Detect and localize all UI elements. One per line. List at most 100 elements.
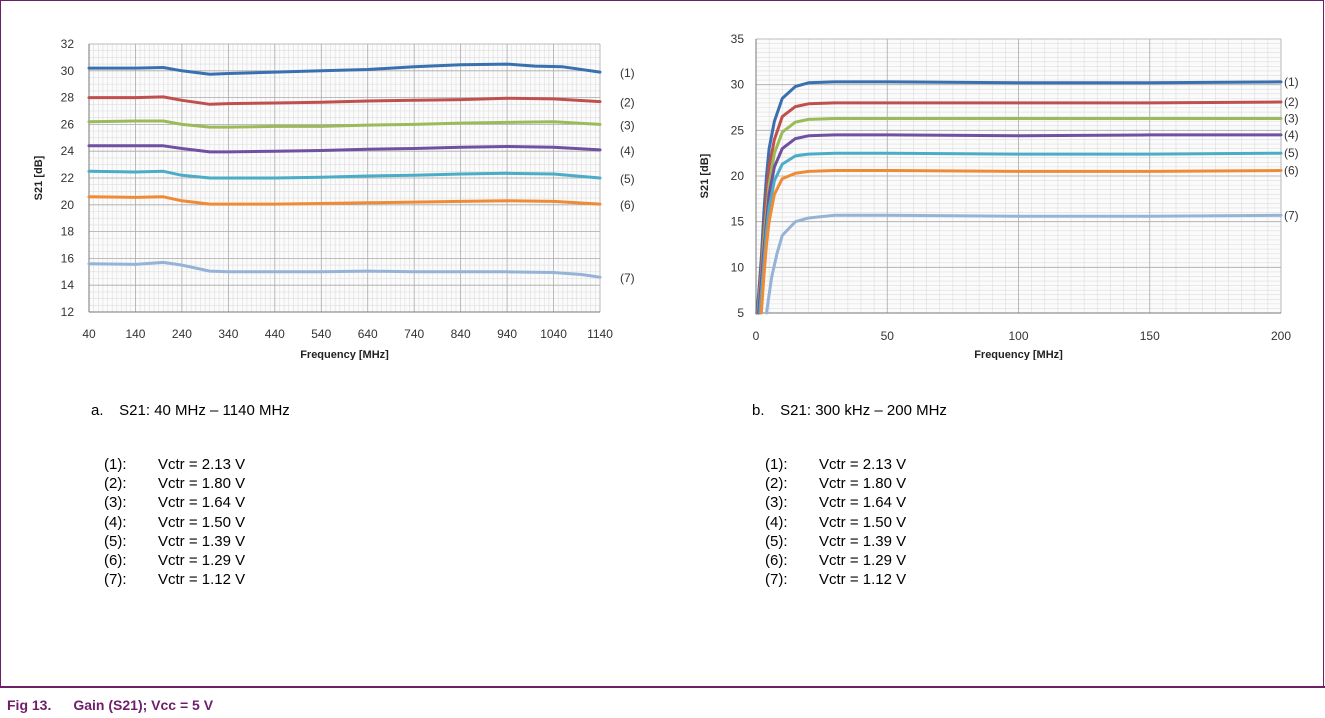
y-tick-label: 18 bbox=[61, 225, 75, 239]
series-label: (7) bbox=[1284, 208, 1299, 222]
legend-key: (3): bbox=[104, 494, 127, 512]
legend-key: (4): bbox=[104, 513, 127, 531]
series-label: (3) bbox=[1284, 111, 1299, 125]
x-tick-label: 50 bbox=[881, 329, 895, 343]
legend-b-item: (3): Vctr = 1.64 V bbox=[765, 493, 906, 512]
series-line bbox=[87, 95, 602, 106]
series-label: (1) bbox=[1284, 75, 1299, 89]
legend-key: (7): bbox=[765, 571, 788, 589]
legend-value: Vctr = 1.64 V bbox=[158, 494, 246, 512]
series-line bbox=[87, 169, 602, 180]
series-label: (2) bbox=[1284, 95, 1299, 109]
legend-value: Vctr = 1.12 V bbox=[158, 571, 246, 589]
legend-key: (7): bbox=[104, 571, 127, 589]
chart-a: 40 140 240 340 440 540 640 740 840 940 1040 1140 12 1… bbox=[33, 37, 635, 360]
legend-key: (2): bbox=[104, 475, 127, 493]
y-tick-label: 20 bbox=[731, 169, 745, 183]
series-label: (2) bbox=[620, 96, 635, 110]
series-label: (3) bbox=[620, 118, 635, 132]
figure-frame bbox=[0, 0, 1324, 687]
legend-a-item: (7): Vctr = 1.12 V bbox=[104, 570, 245, 589]
y-tick-label: 30 bbox=[61, 64, 75, 78]
y-tick-label: 20 bbox=[61, 198, 75, 212]
legend-value: Vctr = 2.13 V bbox=[158, 456, 246, 473]
legend-key: (6): bbox=[104, 552, 127, 570]
legend-b-item: (5): Vctr = 1.39 V bbox=[765, 532, 906, 551]
y-tick-label: 12 bbox=[61, 305, 75, 319]
x-tick-label: 640 bbox=[358, 327, 378, 341]
x-tick-label: 40 bbox=[82, 327, 96, 341]
legend-value: Vctr = 1.50 V bbox=[819, 513, 907, 531]
figure-title: Fig 13. Gain (S21); Vcc = 5 V bbox=[7, 697, 213, 713]
x-tick-label: 140 bbox=[125, 327, 145, 341]
caption-a-text: S21: 40 MHz – 1140 MHz bbox=[119, 402, 290, 419]
series-label: (6) bbox=[620, 198, 635, 212]
legend-value: Vctr = 1.80 V bbox=[158, 475, 246, 493]
x-tick-label: 1140 bbox=[587, 327, 613, 341]
series-line bbox=[87, 119, 602, 129]
y-tick-label: 22 bbox=[61, 171, 75, 185]
caption-b: b. S21: 300 kHz – 200 MHz bbox=[752, 402, 947, 419]
legend-key: (5): bbox=[765, 532, 788, 550]
legend-key: (2): bbox=[765, 475, 788, 493]
x-tick-label: 940 bbox=[497, 327, 517, 341]
legend-b-item: (6): Vctr = 1.29 V bbox=[765, 551, 906, 570]
caption-b-letter: b. bbox=[752, 402, 765, 419]
legend-value: Vctr = 1.29 V bbox=[819, 552, 907, 570]
legend-key: (5): bbox=[104, 532, 127, 550]
y-tick-label: 10 bbox=[731, 260, 745, 274]
legend-a-item: (4): Vctr = 1.50 V bbox=[104, 513, 245, 532]
x-tick-label: 540 bbox=[311, 327, 331, 341]
legend-key: (3): bbox=[765, 494, 788, 512]
x-tick-label: 840 bbox=[451, 327, 471, 341]
legend-a: (1): Vctr = 2.13 V (2): Vctr = 1.80 V (3):… bbox=[104, 455, 245, 589]
legend-value: Vctr = 1.12 V bbox=[819, 571, 907, 589]
x-axis-label: Frequency [MHz] bbox=[300, 349, 389, 360]
figure-number: Fig 13. bbox=[7, 697, 52, 713]
caption-a: a. S21: 40 MHz – 1140 MHz bbox=[91, 402, 290, 419]
x-tick-label: 100 bbox=[1008, 329, 1028, 343]
legend-value: Vctr = 1.80 V bbox=[819, 475, 907, 493]
y-tick-label: 25 bbox=[731, 123, 745, 137]
y-tick-label: 5 bbox=[737, 306, 744, 320]
series-label: (7) bbox=[620, 271, 635, 285]
legend-a-item: (5): Vctr = 1.39 V bbox=[104, 532, 245, 551]
series-label: (6) bbox=[1284, 164, 1299, 178]
legend-key: (1): bbox=[104, 456, 127, 473]
caption-b-text: S21: 300 kHz – 200 MHz bbox=[780, 402, 947, 419]
y-tick-label: 15 bbox=[731, 215, 745, 229]
x-tick-label: 740 bbox=[404, 327, 424, 341]
y-tick-label: 30 bbox=[731, 78, 745, 92]
legend-a-item: (1): Vctr = 2.13 V bbox=[104, 455, 245, 474]
legend-a-item: (2): Vctr = 1.80 V bbox=[104, 474, 245, 493]
frame-divider bbox=[0, 686, 1325, 688]
legend-value: Vctr = 1.64 V bbox=[819, 494, 907, 512]
y-tick-label: 35 bbox=[731, 32, 745, 46]
series-line bbox=[87, 260, 602, 279]
y-tick-label: 24 bbox=[61, 144, 75, 158]
legend-value: Vctr = 1.39 V bbox=[819, 532, 907, 550]
legend-a-item: (3): Vctr = 1.64 V bbox=[104, 493, 245, 512]
series-label: (5) bbox=[620, 172, 635, 186]
x-tick-label: 340 bbox=[218, 327, 238, 341]
legend-value: Vctr = 1.50 V bbox=[158, 513, 246, 531]
series-line bbox=[765, 213, 1283, 315]
x-axis-label: Frequency [MHz] bbox=[974, 349, 1063, 360]
x-tick-label: 200 bbox=[1271, 329, 1291, 343]
x-tick-label: 440 bbox=[265, 327, 285, 341]
x-tick-label: 240 bbox=[172, 327, 192, 341]
y-tick-label: 32 bbox=[61, 37, 75, 51]
legend-key: (1): bbox=[765, 456, 788, 473]
legend-key: (6): bbox=[765, 552, 788, 570]
y-tick-label: 16 bbox=[61, 251, 75, 265]
y-axis-label: S21 [dB] bbox=[699, 153, 711, 198]
chart-b: 0 50 100 150 200 5 10 15 20 25 30 35 Frequency [MHz]… bbox=[699, 32, 1299, 360]
y-tick-label: 28 bbox=[61, 91, 75, 105]
x-tick-label: 1040 bbox=[540, 327, 567, 341]
series-label: (4) bbox=[1284, 128, 1299, 142]
x-tick-label: 0 bbox=[753, 329, 760, 343]
legend-a-item: (6): Vctr = 1.29 V bbox=[104, 551, 245, 570]
legend-b-item: (4): Vctr = 1.50 V bbox=[765, 513, 906, 532]
legend-value: Vctr = 2.13 V bbox=[819, 456, 907, 473]
y-tick-label: 14 bbox=[61, 278, 75, 292]
